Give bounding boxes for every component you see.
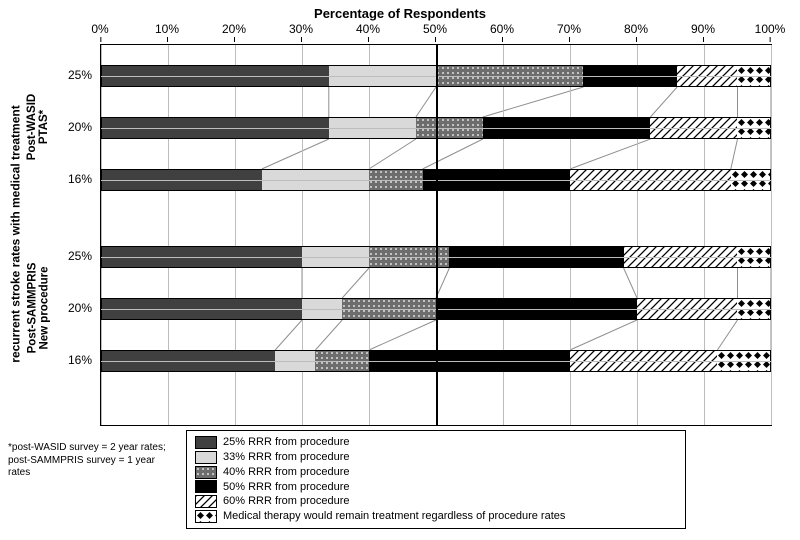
x-tick: 80% [624,22,648,36]
x-tick: 20% [222,22,246,36]
x-tick: 60% [490,22,514,36]
x-tick: 70% [557,22,581,36]
plot-area [100,44,772,426]
x-tick: 90% [691,22,715,36]
legend-label: 40% RRR from procedure [223,465,350,480]
legend-label: 60% RRR from procedure [223,494,350,509]
legend-item: 40% RRR from procedure [195,465,677,480]
legend-swatch [195,451,217,464]
x-tick: 30% [289,22,313,36]
x-tick: 0% [91,22,108,36]
legend-label: 33% RRR from procedure [223,450,350,465]
x-axis-title: Percentage of Respondents [0,6,800,21]
legend-swatch [195,495,217,508]
legend-swatch [195,480,217,493]
gridline-vertical [771,45,772,425]
legend-box: 25% RRR from procedure33% RRR from proce… [186,430,686,529]
x-tick: 50% [423,22,447,36]
group-label-post-wasid: Post-WASIDPTAS* [30,52,46,202]
legend-label: 50% RRR from procedure [223,480,350,495]
x-tick: 100% [755,22,786,36]
y-tick-label: 25% [68,249,92,263]
y-tick-label: 20% [68,301,92,315]
legend-item: 50% RRR from procedure [195,480,677,495]
legend-item: 60% RRR from procedure [195,494,677,509]
legend-swatch [195,510,217,523]
x-tick: 40% [356,22,380,36]
group-label-post-sammpris: Post-SAMMPRISNew procedure [30,233,46,383]
legend-item: 33% RRR from procedure [195,450,677,465]
x-tick: 10% [155,22,179,36]
footnote-text: *post-WASID survey = 2 year rates; post-… [8,442,168,480]
y-tick-label: 16% [68,353,92,367]
legend-swatch [195,466,217,479]
x-axis-ticks: 0%10%20%30%40%50%60%70%80%90%100% [100,22,770,42]
y-axis-label: recurrent stroke rates with medical trea… [8,44,24,424]
y-tick-label: 16% [68,172,92,186]
y-tick-label: 20% [68,120,92,134]
y-tick-label: 25% [68,68,92,82]
gridline-vertical [436,45,438,425]
legend-swatch [195,436,217,449]
legend-item: Medical therapy would remain treatment r… [195,509,677,524]
legend-item: 25% RRR from procedure [195,435,677,450]
legend-label: 25% RRR from procedure [223,435,350,450]
legend-label: Medical therapy would remain treatment r… [223,509,565,524]
